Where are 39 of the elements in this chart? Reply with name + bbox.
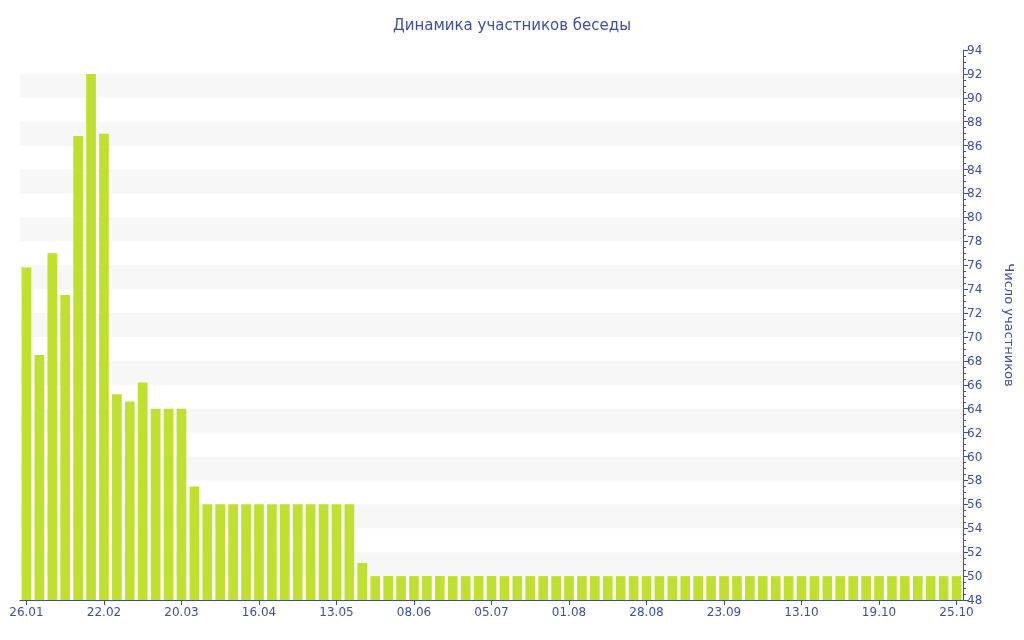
- y-tick-label: 74: [967, 282, 983, 297]
- y-tick-label: 48: [967, 593, 983, 607]
- y-tick-label: 84: [967, 162, 983, 177]
- chart-title: Динамика участников беседы: [392, 15, 632, 34]
- x-tick-label: 28.08: [629, 605, 664, 619]
- y-tick-label: 94: [967, 43, 983, 57]
- x-tick-label: 19.10: [861, 605, 897, 619]
- y-tick-label: 50: [967, 569, 983, 584]
- y-tick-label: 72: [967, 306, 983, 321]
- y-tick-label: 62: [967, 425, 983, 440]
- x-tick-label: 22.02: [86, 605, 122, 619]
- y-tick-label: 82: [967, 186, 983, 201]
- y-tick-label: 58: [967, 473, 983, 488]
- y-tick-label: 88: [967, 114, 983, 129]
- y-tick-label: 78: [967, 234, 983, 249]
- y-tick-label: 68: [967, 353, 983, 368]
- y-tick-label: 52: [967, 545, 983, 560]
- x-tick-label: 25.10: [939, 605, 974, 619]
- x-tick-label: 20.03: [164, 605, 199, 619]
- y-tick-label: 54: [967, 521, 983, 536]
- y-tick-label: 66: [967, 377, 983, 392]
- y-tick-label: 70: [967, 329, 983, 344]
- y-tick-label: 80: [967, 210, 983, 225]
- x-tick-label: 08.06: [396, 605, 432, 619]
- x-tick-label: 26.01: [9, 605, 44, 619]
- x-tick-label: 13.05: [319, 605, 354, 619]
- x-tick-label: 13.10: [784, 605, 819, 619]
- y-tick-label: 60: [967, 449, 983, 464]
- x-tick-label: 01.08: [551, 605, 587, 619]
- y-tick-label: 90: [967, 90, 983, 105]
- y-tick-label: 86: [967, 138, 983, 153]
- y-tick-label: 92: [967, 66, 983, 81]
- x-tick-label: 05.07: [474, 605, 509, 619]
- y-axis-title: Число участников: [1002, 263, 1017, 387]
- y-tick-label: 64: [967, 401, 983, 416]
- y-tick-label: 56: [967, 497, 983, 512]
- x-tick-label: 16.04: [241, 605, 277, 619]
- y-tick-label: 76: [967, 258, 983, 273]
- x-tick-label: 23.09: [706, 605, 742, 619]
